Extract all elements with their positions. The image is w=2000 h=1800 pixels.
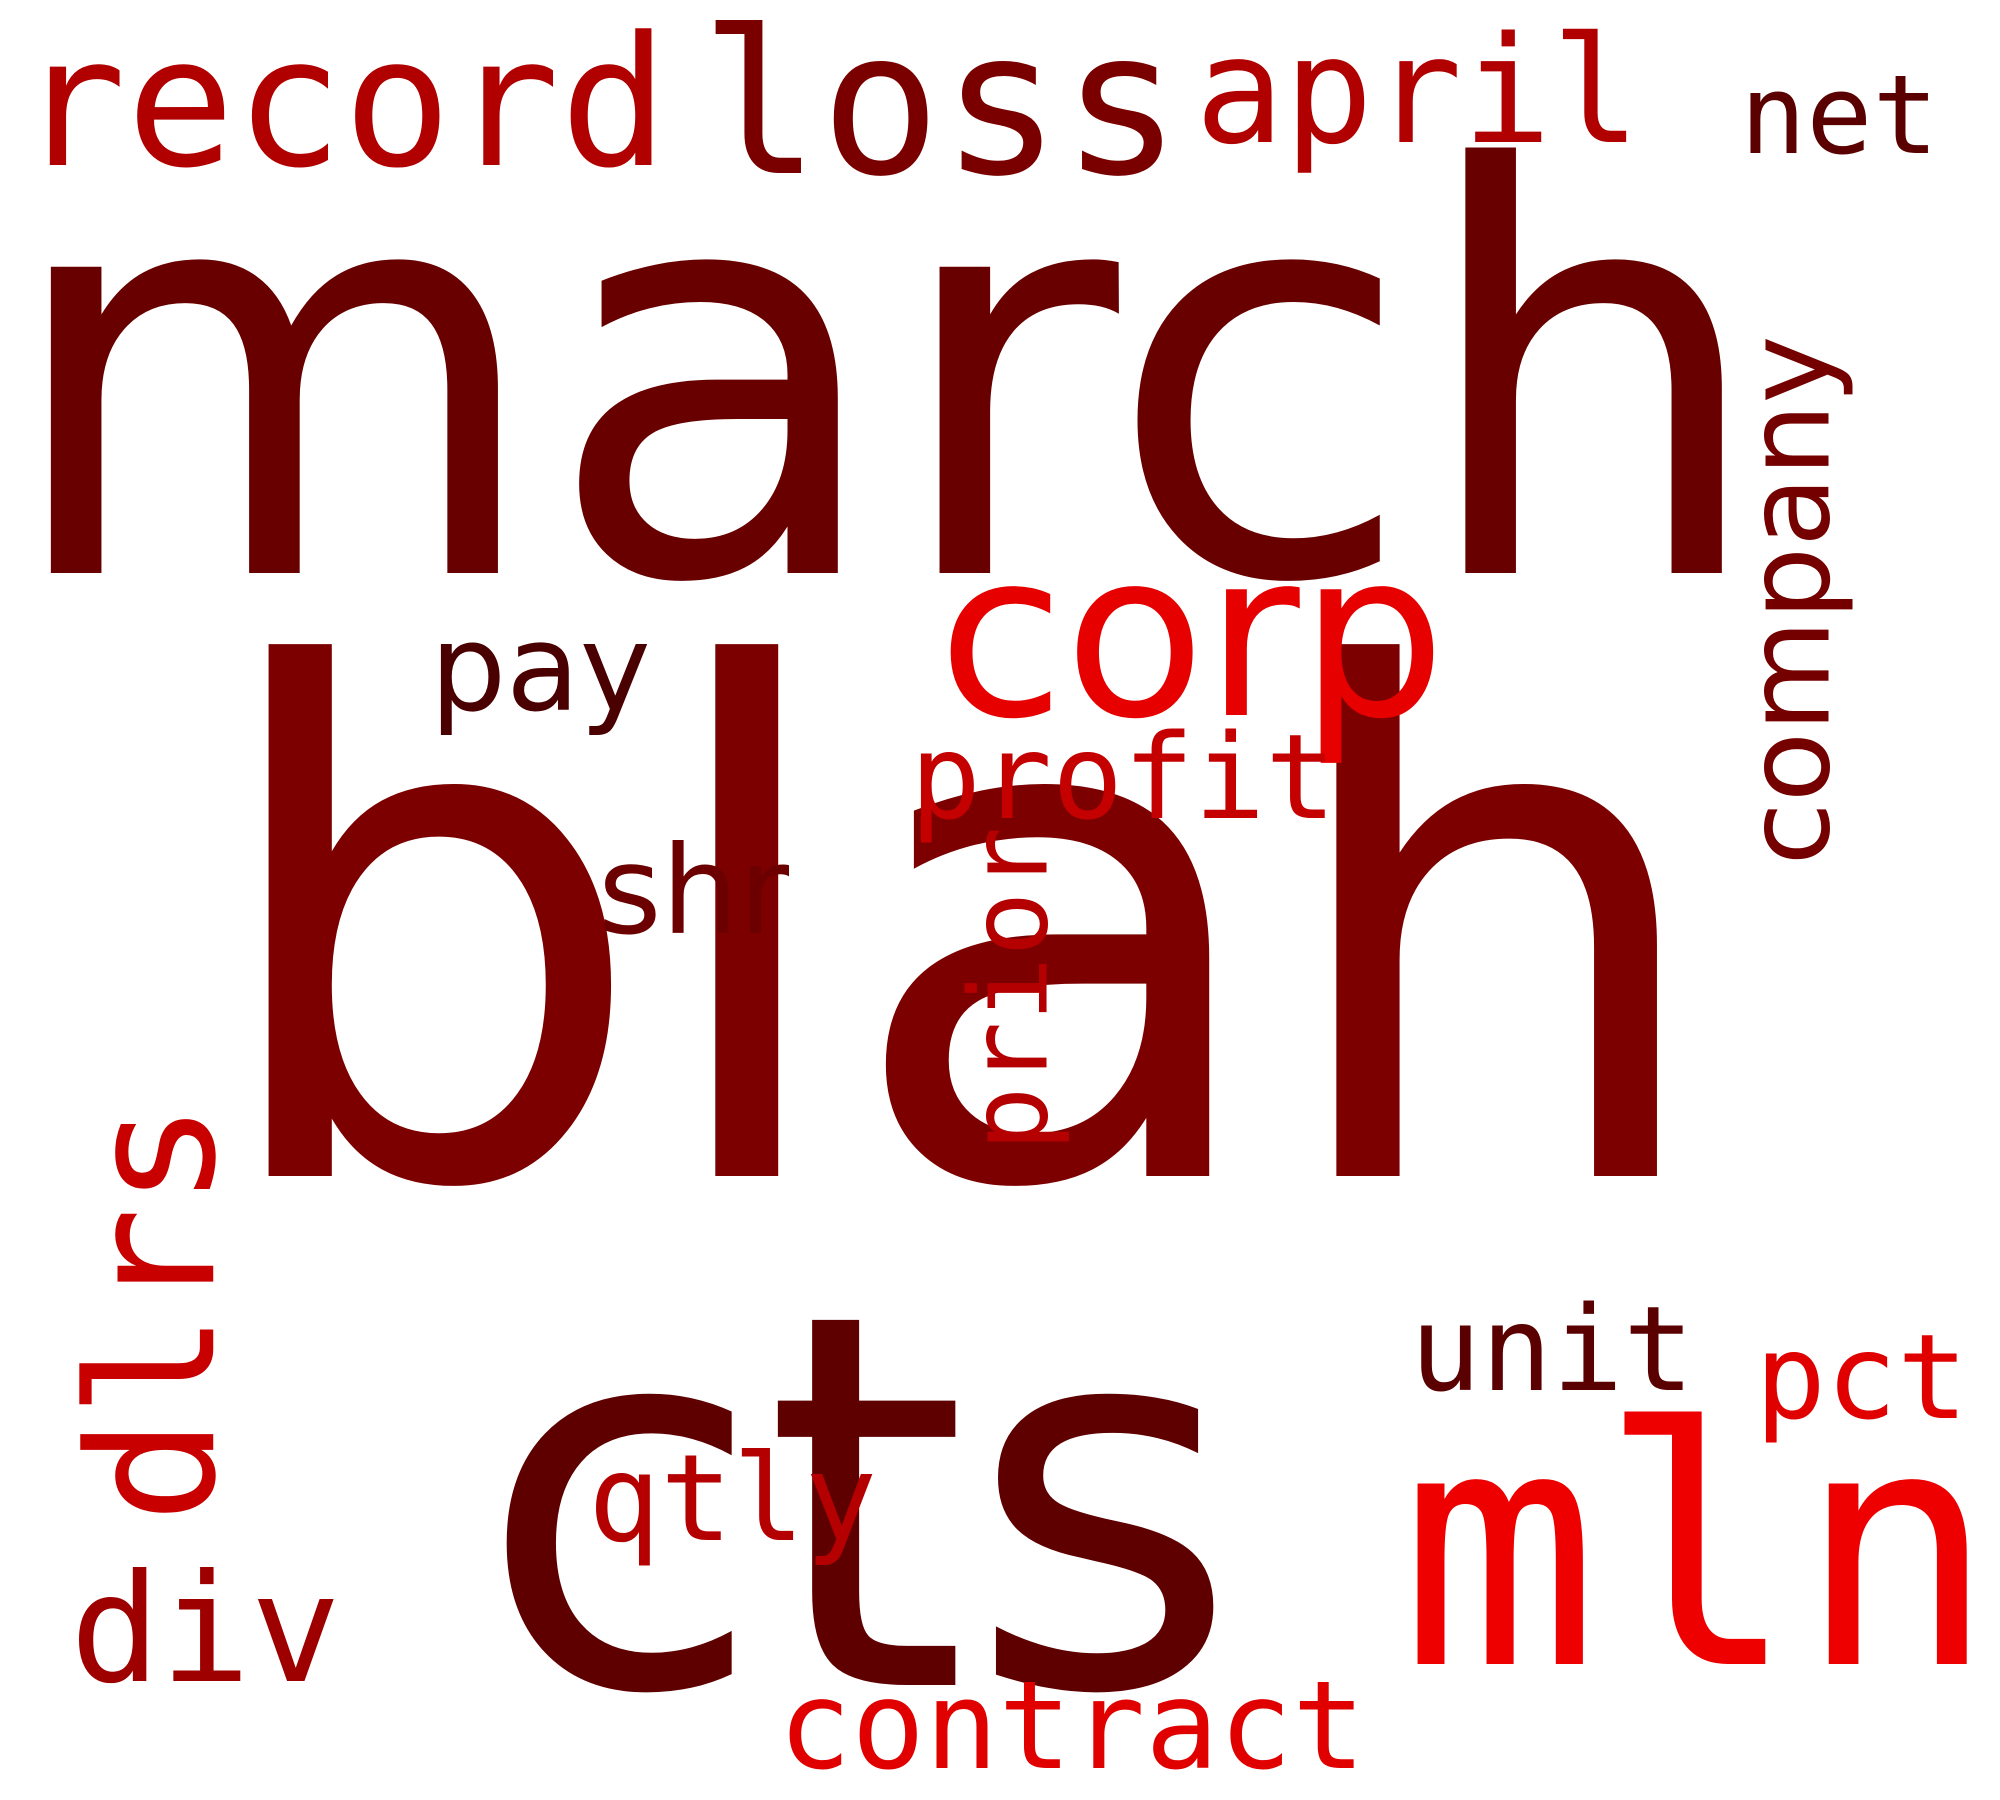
word-prior: prior xyxy=(947,826,1073,1152)
word-pct: pct xyxy=(1755,1308,1969,1446)
word-cts: cts xyxy=(478,1202,1239,1800)
word-unit: unit xyxy=(1410,1280,1695,1418)
word-dlrs: dlrs xyxy=(52,1101,256,1524)
word-march: march xyxy=(0,54,1770,706)
word-april: april xyxy=(1195,5,1641,177)
word-mln: mln xyxy=(1400,1358,1997,1742)
word-company: company xyxy=(1722,335,1857,866)
word-corp: corp xyxy=(938,503,1446,770)
word-contract: contract xyxy=(778,1655,1366,1797)
word-pay: pay xyxy=(430,600,651,739)
word-blah: blah xyxy=(205,527,1717,1342)
word-record: record xyxy=(18,0,669,208)
word-net: net xyxy=(1740,51,1939,179)
word-profit: profit xyxy=(910,708,1337,846)
word-shr: shr xyxy=(598,820,790,962)
word-loss: loss xyxy=(700,0,1182,221)
word-div: div xyxy=(70,1543,341,1717)
word-qtly: qtly xyxy=(588,1430,877,1569)
